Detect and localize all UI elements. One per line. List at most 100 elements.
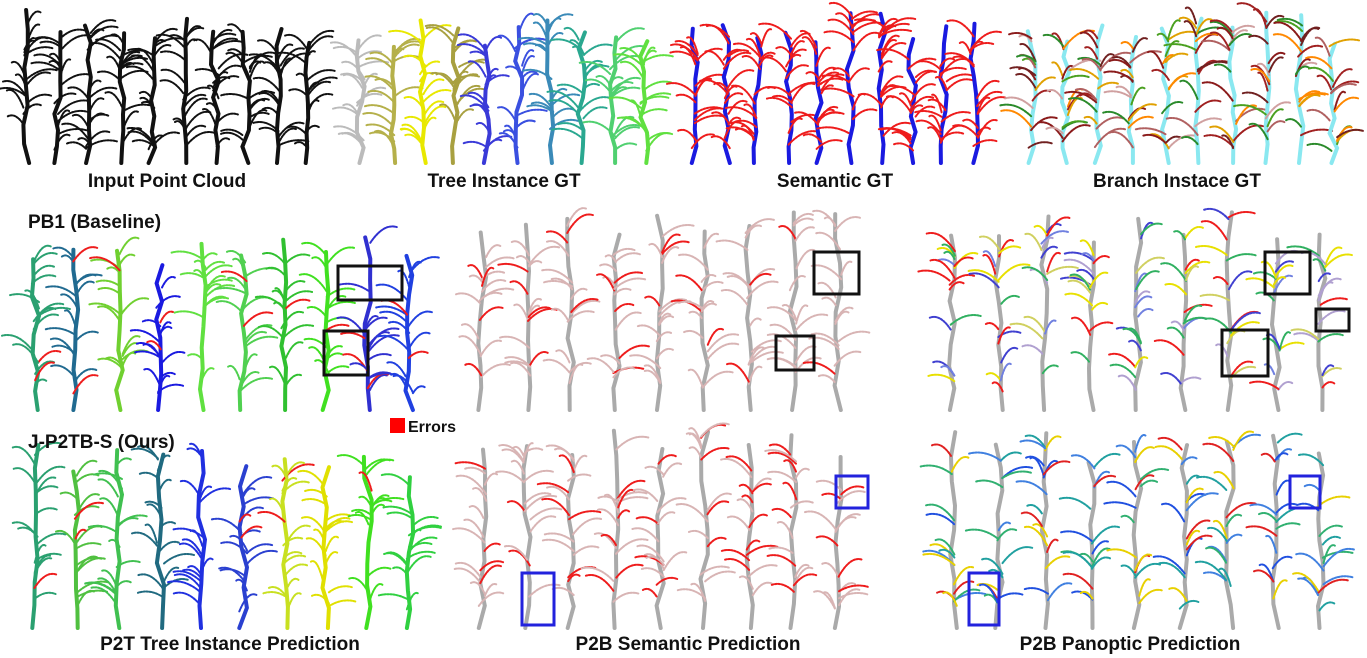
branch (839, 559, 863, 577)
branch (529, 585, 560, 597)
branch (162, 277, 176, 288)
branch (26, 72, 50, 86)
branch (67, 142, 86, 149)
branch (728, 517, 749, 530)
branch (1321, 298, 1348, 305)
branch (1280, 343, 1304, 350)
branch (917, 61, 941, 69)
branch (791, 501, 813, 507)
branch (61, 74, 92, 86)
branch (212, 519, 242, 533)
branch (89, 526, 117, 532)
branch (1229, 271, 1251, 289)
row-label: PB1 (Baseline) (28, 212, 161, 233)
branch (286, 254, 309, 263)
caption: Semantic GT (777, 171, 894, 192)
branch (326, 552, 338, 564)
branch (689, 370, 703, 388)
branch (552, 129, 583, 139)
branch (708, 538, 726, 546)
branch (75, 332, 98, 342)
branch (1121, 565, 1136, 575)
branch (1141, 481, 1157, 486)
branch (1097, 117, 1123, 128)
branch (1173, 231, 1185, 239)
branch (329, 586, 353, 592)
row-label: J-P2TB-S (Ours) (28, 432, 175, 453)
branch (1273, 580, 1287, 598)
branch (976, 481, 1003, 488)
branch (574, 456, 587, 471)
branch (556, 350, 569, 362)
branch (805, 511, 836, 529)
branch (613, 593, 639, 602)
trunk (1062, 42, 1069, 163)
branch (791, 33, 811, 46)
branch (519, 14, 533, 32)
branch (1184, 318, 1207, 329)
branch (1227, 535, 1242, 543)
branch (368, 91, 394, 103)
branch (77, 461, 97, 476)
trunk (1134, 442, 1141, 628)
trunk (1226, 442, 1234, 628)
branch (508, 501, 525, 511)
branch (796, 469, 809, 478)
branch (423, 90, 451, 102)
branch (1278, 434, 1302, 443)
branch (28, 11, 41, 23)
error-box (1265, 252, 1310, 294)
branch (228, 366, 240, 379)
point-clouds (0, 3, 1364, 628)
branch (717, 241, 748, 250)
branch (159, 480, 171, 492)
branch (921, 465, 952, 474)
branch (1180, 18, 1196, 28)
branch (947, 79, 973, 90)
branch (285, 35, 306, 49)
branch (77, 474, 99, 482)
branch (928, 100, 945, 111)
branch (287, 127, 307, 136)
branch (752, 484, 771, 492)
branch (1278, 382, 1292, 390)
branch (763, 58, 787, 72)
branch (370, 226, 397, 242)
page: Input Point Cloud Tree Instance GT Seman… (0, 0, 1367, 658)
branch (637, 517, 658, 524)
branch (389, 31, 421, 42)
branch (107, 57, 120, 70)
branch (1048, 583, 1072, 600)
trunk (1227, 212, 1232, 410)
branch (1135, 564, 1160, 578)
branch (516, 121, 536, 129)
branch (1320, 602, 1335, 610)
branch (1122, 42, 1133, 49)
branch (1185, 227, 1203, 239)
trunk (847, 13, 854, 163)
branch (1043, 365, 1058, 373)
branch (573, 519, 602, 535)
branch (382, 474, 409, 485)
branch (244, 312, 272, 325)
branch (180, 481, 199, 495)
branch (1196, 246, 1227, 255)
branch (796, 315, 827, 331)
branch (565, 28, 579, 40)
branch (1166, 54, 1188, 62)
branch (487, 37, 501, 48)
branch (1046, 556, 1070, 568)
branch (1071, 352, 1089, 362)
branch (349, 515, 372, 520)
branch (1023, 345, 1043, 353)
branch (155, 132, 179, 143)
branch (705, 572, 735, 582)
branch (117, 515, 147, 526)
branch (1201, 295, 1229, 301)
branch (582, 568, 614, 581)
branch (750, 319, 761, 326)
branch (1061, 531, 1092, 541)
branch (161, 352, 184, 364)
branch (36, 508, 57, 514)
branch (106, 92, 124, 109)
